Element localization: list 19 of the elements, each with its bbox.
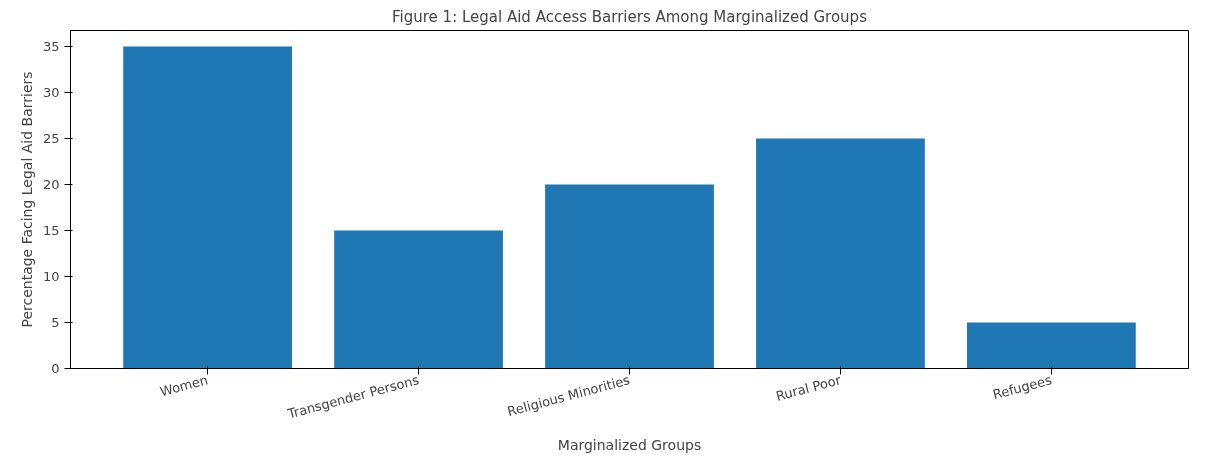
y-tick-label: 0 (51, 361, 60, 376)
bar (967, 322, 1136, 369)
x-tick-label: Rural Poor (774, 372, 843, 404)
bar (545, 184, 714, 369)
y-tick-label: 5 (51, 315, 60, 331)
bar (756, 138, 925, 369)
y-axis-title: Percentage Facing Legal Aid Barriers (18, 71, 35, 328)
x-tick-label: Refugees (991, 372, 1054, 403)
x-axis-title: Marginalized Groups (557, 436, 702, 453)
y-tick-label: 35 (42, 39, 60, 55)
chart-title: Figure 1: Legal Aid Access Barriers Among Marginalized Groups (392, 7, 868, 26)
y-tick-label: 30 (42, 85, 60, 101)
y-tick-label: 25 (42, 131, 60, 147)
y-tick-label: 20 (42, 177, 60, 193)
bar (123, 46, 292, 369)
x-tick-label: Women (158, 372, 210, 400)
bar (334, 230, 503, 369)
y-tick-label: 10 (42, 269, 60, 285)
y-tick-label: 15 (42, 223, 60, 239)
